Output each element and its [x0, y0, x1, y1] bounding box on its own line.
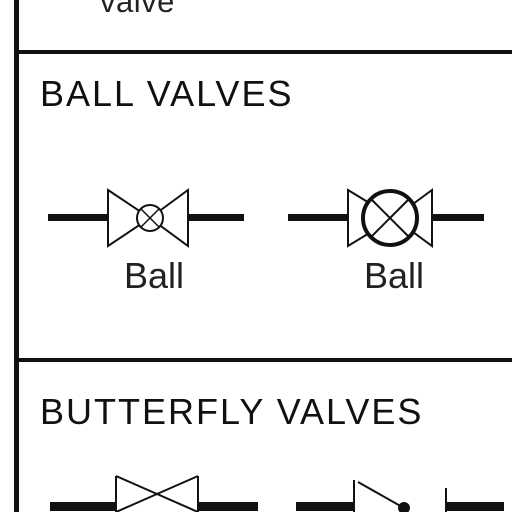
- butterfly-valves-heading: BUTTERFLY VALVES: [40, 391, 424, 432]
- ball-valve-caption: Ball: [123, 255, 185, 296]
- section-divider: [14, 358, 512, 362]
- butterfly-valve-symbol-icon: [296, 480, 504, 512]
- previous-section-caption: valve: [100, 0, 175, 19]
- butterfly-valve-symbol-icon: [50, 475, 258, 512]
- ball-valve-symbol-icon: [288, 188, 484, 248]
- ball-valve-symbol-icon: [48, 188, 244, 248]
- frame-left-border: [14, 0, 19, 512]
- section-divider: [14, 50, 512, 54]
- ball-valves-heading: BALL VALVES: [40, 73, 294, 114]
- ball-valve-caption: Ball: [363, 255, 425, 296]
